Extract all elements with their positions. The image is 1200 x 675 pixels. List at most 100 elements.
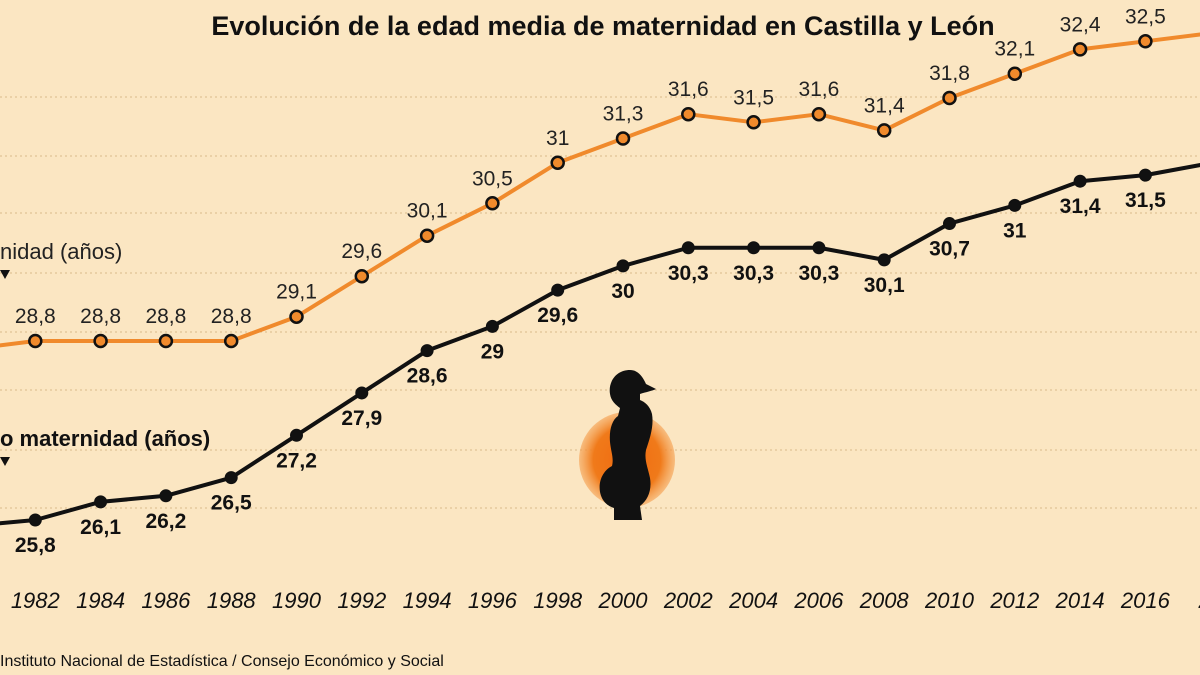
data-label: 30,3 (798, 262, 839, 285)
data-label: 26,5 (211, 492, 252, 515)
x-tick-label: 1998 (533, 588, 583, 613)
data-label: 32,4 (1060, 13, 1101, 36)
chart-title: Evolución de la edad media de maternidad… (211, 11, 994, 41)
data-label: 31,8 (929, 62, 970, 85)
x-tick-label: 1986 (141, 588, 191, 613)
data-point (354, 268, 370, 284)
data-point (290, 428, 303, 442)
x-tick-label: 2000 (598, 588, 649, 613)
data-label: 29,6 (341, 240, 382, 263)
data-point (616, 259, 630, 273)
x-tick-label: 2014 (1055, 588, 1105, 613)
x-tick-label: 2016 (1120, 588, 1171, 613)
data-point (224, 471, 238, 485)
data-point (811, 106, 827, 122)
data-point (942, 90, 957, 106)
data-point (943, 217, 956, 231)
data-label: 30,5 (472, 167, 513, 190)
data-label: 31,6 (668, 78, 709, 101)
data-point (615, 131, 631, 146)
x-tick-label: 1996 (468, 588, 518, 613)
x-tick-label: 2012 (989, 588, 1039, 613)
series-black: 25,8 26,1 26,2 26,5 27,2 27,9 28,6 29 29,6 30 30,3… (0, 162, 1200, 557)
data-label: 30 (611, 280, 634, 303)
data-label: 31,3 (603, 103, 644, 126)
x-tick-label: 2004 (728, 588, 778, 613)
data-label: 26,1 (80, 516, 121, 539)
data-label: 30,7 (929, 238, 970, 261)
data-label: 30,1 (407, 200, 448, 223)
x-axis: 1982 1984 1986 1988 1990 1992 1994 1996 1998 2000… (11, 588, 1200, 613)
data-point (419, 228, 435, 243)
x-tick-label: 2008 (859, 588, 910, 613)
data-point (551, 283, 565, 297)
data-label: 31,4 (864, 94, 905, 117)
x-tick-label: 20 (1197, 588, 1200, 613)
x-tick-label: 1984 (76, 588, 125, 613)
source-note: Instituto Nacional de Estadística / Cons… (0, 653, 444, 670)
series-orange: 28,8 28,8 28,8 28,8 29,1 29,6 30,1 30,5 31 31,3 31… (0, 5, 1200, 349)
data-label: 25,8 (15, 534, 56, 557)
x-tick-label: 2006 (793, 588, 844, 613)
data-point (1007, 66, 1023, 81)
data-point (681, 106, 696, 122)
data-point (158, 333, 174, 349)
data-label: 31 (546, 127, 569, 150)
data-label: 28,8 (15, 305, 56, 328)
data-label: 31,5 (1125, 189, 1166, 212)
data-point (812, 241, 826, 255)
grid-lines (0, 96, 1200, 509)
data-label: 27,9 (341, 407, 382, 430)
data-label: 31,4 (1060, 195, 1101, 218)
data-label: 30,1 (864, 274, 905, 297)
data-point (877, 253, 891, 267)
x-tick-label: 1990 (272, 588, 322, 613)
data-label: 26,2 (145, 510, 186, 533)
data-label: 28,8 (211, 305, 252, 328)
legend-black-label: o maternidad (años) (0, 426, 210, 451)
data-label: 30,3 (668, 262, 709, 285)
data-label: 32,1 (994, 38, 1035, 61)
data-point (485, 196, 500, 211)
series-line (0, 162, 1200, 526)
data-label: 28,8 (145, 305, 186, 328)
data-label: 29 (481, 340, 504, 363)
data-point (355, 386, 369, 400)
data-label: 28,8 (80, 305, 121, 328)
data-point (1072, 42, 1088, 57)
data-label: 29,1 (276, 281, 317, 304)
data-point (876, 123, 892, 138)
data-label: 28,6 (407, 365, 448, 388)
x-tick-label: 1994 (403, 588, 452, 613)
data-point (28, 513, 42, 527)
legend-orange-label: nidad (años) (0, 239, 122, 264)
x-tick-label: 1988 (207, 588, 257, 613)
data-label: 31,6 (798, 78, 839, 101)
x-tick-label: 2010 (924, 588, 975, 613)
data-point (94, 495, 108, 509)
data-point (747, 241, 761, 255)
x-tick-label: 1982 (11, 588, 60, 613)
series-line (0, 32, 1200, 348)
x-tick-label: 1992 (337, 588, 386, 613)
data-point (289, 309, 304, 324)
data-label: 32,5 (1125, 5, 1166, 28)
data-point (93, 333, 108, 349)
x-tick-label: 2002 (663, 588, 713, 613)
data-point (159, 489, 173, 503)
data-point (681, 241, 695, 255)
data-point (420, 344, 434, 358)
data-point (1138, 168, 1152, 182)
data-point (223, 333, 239, 349)
data-point (746, 115, 761, 130)
legend-orange-arrow-icon (0, 270, 10, 279)
legend-black-arrow-icon (0, 457, 10, 466)
pregnant-woman-silhouette-icon (579, 370, 675, 520)
data-point (485, 319, 499, 333)
data-point (1008, 198, 1022, 212)
data-label: 31,5 (733, 86, 774, 109)
data-point (1073, 174, 1087, 188)
data-label: 29,6 (537, 304, 578, 327)
data-point (550, 155, 565, 171)
